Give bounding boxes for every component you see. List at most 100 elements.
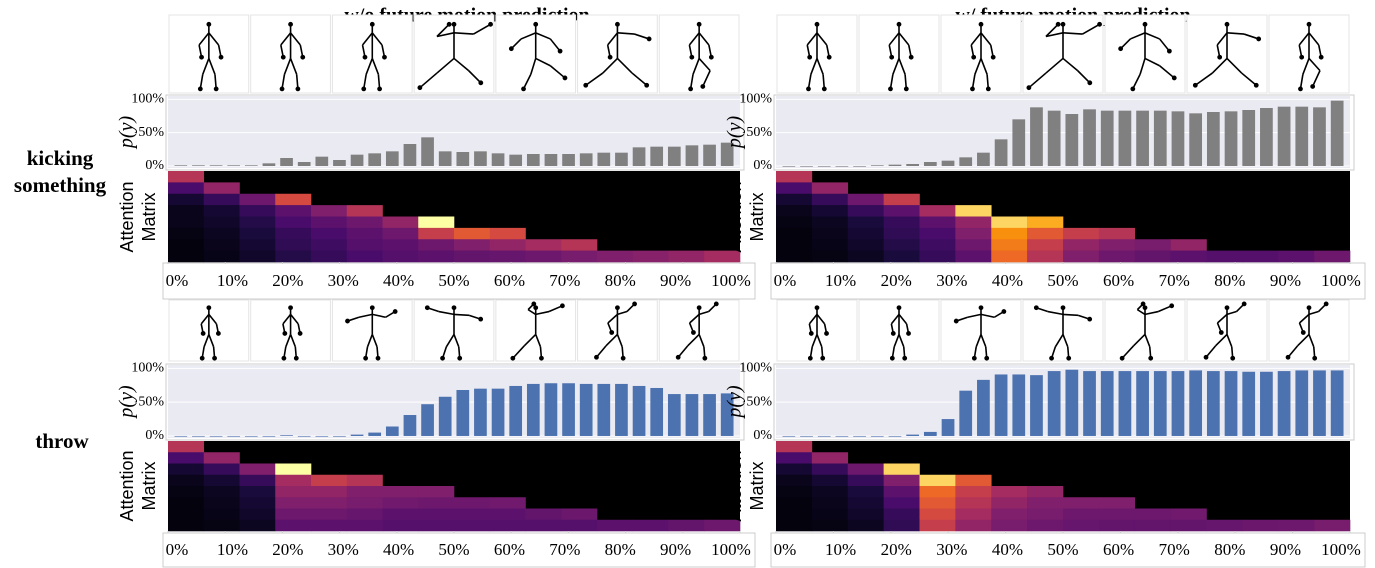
y-tick-label: 100% <box>131 361 164 376</box>
joint <box>283 332 286 335</box>
heatmap-cell <box>920 475 956 487</box>
joint <box>511 357 514 360</box>
bar <box>1012 119 1025 166</box>
joint <box>346 319 349 322</box>
heatmap-cell <box>204 228 240 240</box>
heatmap-cell <box>240 217 276 229</box>
heatmap-cell <box>490 251 526 263</box>
heatmap-cell <box>884 251 920 263</box>
heatmap-cell <box>1099 228 1135 240</box>
heatmap-cell <box>848 464 884 476</box>
bar <box>280 158 293 166</box>
joint <box>1057 23 1060 26</box>
x-tick-label: 20% <box>881 540 912 559</box>
bar <box>1048 371 1061 436</box>
bar <box>263 163 276 166</box>
bar <box>1065 370 1078 436</box>
bar <box>439 151 452 166</box>
heatmap-cell <box>275 217 311 229</box>
heatmap-cell <box>454 520 490 532</box>
heatmap-cell <box>418 486 454 498</box>
y-tick-label: 0% <box>145 158 164 173</box>
heatmap-cell <box>1027 228 1063 240</box>
joint <box>458 357 461 360</box>
joint <box>534 23 537 26</box>
bar <box>1331 101 1344 166</box>
bar <box>1154 371 1167 436</box>
heatmap-cell <box>776 251 812 263</box>
joint <box>701 85 704 88</box>
heatmap-cell <box>1278 251 1314 263</box>
heatmap-cell <box>776 452 812 464</box>
joint <box>1194 84 1197 87</box>
joint <box>698 23 701 26</box>
heatmap-cell <box>776 464 812 476</box>
heatmap-cell <box>812 228 848 240</box>
heatmap-cell <box>240 497 276 509</box>
heatmap-cell <box>1063 509 1099 521</box>
heatmap-cell <box>204 217 240 229</box>
bar <box>1030 375 1043 436</box>
y-tick-label: 50% <box>746 394 772 409</box>
joint <box>703 357 706 360</box>
joint <box>296 87 299 90</box>
joint <box>371 306 374 309</box>
heatmap-cell <box>1027 509 1063 521</box>
bar <box>959 391 972 436</box>
joint <box>510 47 513 50</box>
heatmap-cell <box>490 228 526 240</box>
heatmap-cell <box>347 239 383 251</box>
joint <box>217 332 220 335</box>
heatmap-cell <box>1063 497 1099 509</box>
joint <box>1286 356 1289 359</box>
joint <box>1121 357 1124 360</box>
bar <box>298 436 311 437</box>
x-tick-label: 10% <box>825 271 856 290</box>
heatmap-cell <box>275 205 311 217</box>
bar <box>386 151 399 166</box>
heatmap-cell <box>920 497 956 509</box>
y-tick-label: 50% <box>138 125 164 140</box>
joint <box>910 56 913 59</box>
joint <box>1035 306 1038 309</box>
joint <box>645 84 648 87</box>
x-tick-label: 70% <box>1159 271 1190 290</box>
heatmap-cell <box>561 251 597 263</box>
heatmap-cell <box>991 486 1027 498</box>
bar <box>1242 372 1255 436</box>
heatmap-cell <box>204 205 240 217</box>
bar <box>492 153 505 166</box>
heatmap-cell <box>275 497 311 509</box>
heatmap-cell <box>275 475 311 487</box>
joint <box>890 56 893 59</box>
bar <box>906 435 919 436</box>
y-tick-label: 0% <box>753 158 772 173</box>
bar <box>924 432 937 436</box>
heatmap-cell <box>240 520 276 532</box>
heatmap-cell <box>204 475 240 487</box>
heatmap-cell <box>955 217 991 229</box>
joint <box>563 76 566 79</box>
heatmap-cell <box>275 486 311 498</box>
heatmap-cell <box>347 205 383 217</box>
heatmap-cell <box>955 497 991 509</box>
bar <box>615 384 628 436</box>
x-tick-label: 60% <box>1103 540 1134 559</box>
heatmap-cell <box>275 509 311 521</box>
x-tick-label: 40% <box>992 540 1023 559</box>
heatmap-cell <box>526 251 562 263</box>
joint <box>715 302 718 305</box>
heatmap-cell <box>240 251 276 263</box>
heatmap-cell <box>848 251 884 263</box>
heatmap-cell <box>776 182 812 194</box>
joint <box>1170 304 1173 307</box>
bar <box>456 390 469 436</box>
heatmap-cell <box>812 194 848 206</box>
bar <box>562 154 575 166</box>
heatmap-cell <box>383 497 419 509</box>
heatmap-cell <box>1314 520 1350 532</box>
bar <box>1295 370 1308 436</box>
joint <box>905 87 908 90</box>
heatmap-cell <box>776 441 812 453</box>
joint <box>677 356 680 359</box>
